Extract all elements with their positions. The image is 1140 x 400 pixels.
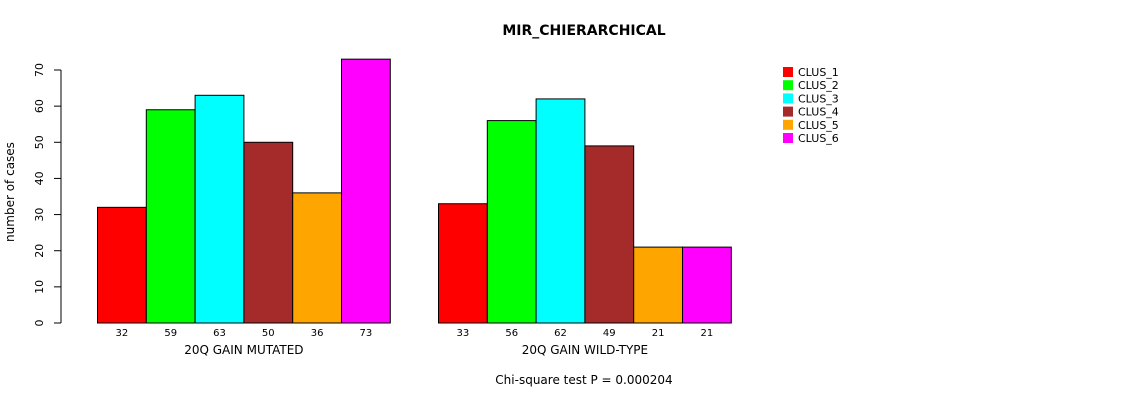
group-label: 20Q GAIN MUTATED bbox=[184, 343, 303, 357]
y-tick-label: 20 bbox=[33, 244, 46, 258]
bar-clus-1 bbox=[438, 203, 488, 324]
bar-value-label: 73 bbox=[360, 328, 373, 339]
legend-swatch bbox=[783, 80, 793, 91]
y-tick-label: 10 bbox=[33, 280, 46, 294]
bar-value-labels: 32 59 63 50 36 73 33 56 62 49 21 21 bbox=[116, 328, 714, 339]
bar-value-label: 36 bbox=[311, 328, 324, 339]
bar-value-label: 32 bbox=[116, 328, 129, 339]
bar-clus-6 bbox=[682, 246, 732, 324]
bar-value-label: 49 bbox=[603, 328, 616, 339]
legend-label: CLUS_5 bbox=[798, 119, 839, 132]
bar-value-label: 21 bbox=[652, 328, 665, 339]
y-tick-label: 0 bbox=[33, 320, 46, 327]
bar-clus-2 bbox=[486, 120, 537, 324]
group-label: 20Q GAIN WILD-TYPE bbox=[522, 343, 648, 357]
bar-value-label: 50 bbox=[262, 328, 275, 339]
bar-value-label: 21 bbox=[701, 328, 714, 339]
chi-square-footnote: Chi-square test P = 0.000204 bbox=[495, 373, 672, 387]
legend-label: CLUS_6 bbox=[798, 132, 839, 145]
y-axis: 0 10 20 30 40 50 60 70 bbox=[33, 63, 62, 327]
bar-clus-5 bbox=[292, 192, 343, 324]
legend-swatch bbox=[783, 106, 793, 117]
legend-swatch bbox=[783, 133, 793, 143]
bar-clus-4 bbox=[584, 145, 635, 324]
bar-value-label: 63 bbox=[213, 328, 226, 339]
y-tick-label: 30 bbox=[33, 208, 46, 222]
chart-title: MIR_CHIERARCHICAL bbox=[502, 23, 665, 39]
bar-clus-3 bbox=[194, 94, 245, 324]
y-tick-label: 60 bbox=[33, 99, 46, 113]
bar-value-label: 33 bbox=[457, 328, 470, 339]
legend-swatch bbox=[783, 119, 793, 130]
bar-clus-5 bbox=[633, 246, 684, 324]
y-tick-label: 40 bbox=[33, 171, 46, 185]
bar-clus-1 bbox=[97, 206, 147, 324]
group-labels: 20Q GAIN MUTATED 20Q GAIN WILD-TYPE bbox=[184, 343, 648, 357]
bar-clus-2 bbox=[145, 109, 196, 324]
y-tick-label: 70 bbox=[33, 63, 46, 77]
bar-clus-3 bbox=[535, 98, 586, 324]
y-tick-label: 50 bbox=[33, 135, 46, 149]
bar-value-label: 62 bbox=[554, 328, 567, 339]
bars bbox=[97, 58, 732, 324]
y-axis-label: number of cases bbox=[3, 142, 17, 242]
legend-label: CLUS_4 bbox=[798, 106, 839, 119]
legend-swatch bbox=[783, 67, 793, 77]
bar-value-label: 56 bbox=[505, 328, 518, 339]
bar-value-label: 59 bbox=[164, 328, 177, 339]
legend-label: CLUS_3 bbox=[798, 92, 839, 105]
legend-swatch bbox=[783, 93, 793, 104]
legend-label: CLUS_2 bbox=[798, 79, 839, 92]
bar-clus-4 bbox=[243, 141, 294, 324]
bar-clus-6 bbox=[341, 58, 391, 324]
legend-label: CLUS_1 bbox=[798, 66, 839, 79]
